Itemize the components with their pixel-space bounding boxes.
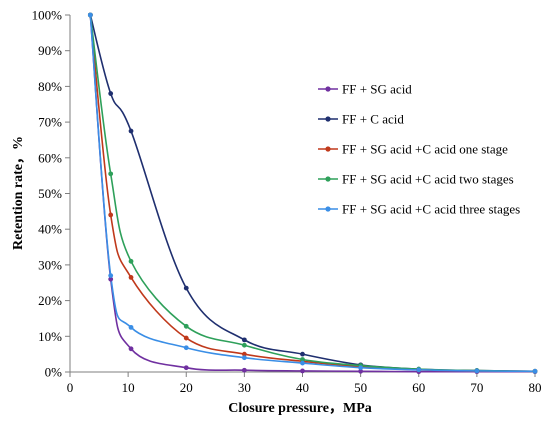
series-line-4 <box>89 14 536 373</box>
legend-swatch-marker <box>325 86 331 92</box>
legend: FF + SG acid FF + C acid FF + SG acid +C a… <box>318 82 520 217</box>
data-point <box>300 351 305 357</box>
x-tick-label: 80 <box>529 380 542 395</box>
y-tick-label: 80% <box>38 79 62 94</box>
y-axis-label: Retention rate，% <box>11 136 26 250</box>
data-point <box>241 342 247 348</box>
y-tick-label: 90% <box>38 43 62 58</box>
x-tick-label: 0 <box>67 380 74 395</box>
data-point <box>300 360 305 366</box>
x-tick-label: 20 <box>180 380 193 395</box>
data-point <box>241 355 247 361</box>
y-tick-label: 60% <box>38 150 62 165</box>
data-point <box>241 367 247 373</box>
series-line-5 <box>89 14 536 373</box>
legend-swatch-marker <box>325 206 331 212</box>
legend-item: FF + SG acid +C acid one stage <box>318 142 508 157</box>
data-point <box>183 345 189 351</box>
y-axis: 0% 10% 20% 30% 40% 50% 60% 70% 80% 90% 100% <box>32 8 71 380</box>
y-tick-label: 100% <box>32 8 63 23</box>
legend-item: FF + SG acid +C acid three stages <box>318 202 520 217</box>
data-point <box>108 212 114 218</box>
legend-label: FF + SG acid +C acid two stages <box>342 172 514 187</box>
legend-label: FF + C acid <box>342 112 404 127</box>
y-tick-label: 70% <box>38 115 62 130</box>
data-point <box>474 368 480 374</box>
data-point <box>183 285 189 291</box>
y-tick-label: 40% <box>38 222 62 237</box>
legend-label: FF + SG acid +C acid three stages <box>342 202 520 217</box>
x-tick-label: 10 <box>122 380 135 395</box>
series-line-3 <box>89 14 536 373</box>
legend-item: FF + C acid <box>318 112 404 127</box>
y-tick-label: 20% <box>38 293 62 308</box>
legend-swatch-marker <box>325 116 331 122</box>
data-point <box>128 324 134 330</box>
data-point <box>108 273 114 279</box>
legend-label: FF + SG acid <box>342 82 412 97</box>
data-point <box>358 368 364 374</box>
series-line-1 <box>89 14 535 373</box>
y-tick-label: 30% <box>38 257 62 272</box>
y-tick-label: 50% <box>38 186 62 201</box>
data-point <box>241 351 247 357</box>
legend-item: FF + SG acid <box>318 82 412 97</box>
data-point <box>416 367 422 373</box>
legend-swatch-marker <box>325 176 331 182</box>
data-point <box>87 12 93 18</box>
data-point <box>183 323 189 329</box>
data-point <box>532 368 538 374</box>
y-tick-label: 0% <box>45 365 63 380</box>
series-lines <box>89 14 536 373</box>
data-point <box>183 365 189 371</box>
legend-item: FF + SG acid +C acid two stages <box>318 172 514 187</box>
data-point <box>128 274 134 280</box>
data-point <box>183 335 189 341</box>
legend-swatch-marker <box>325 146 331 152</box>
x-axis: 0 10 20 30 40 50 60 70 80 <box>67 371 542 395</box>
data-point <box>241 337 247 343</box>
data-point <box>108 171 114 177</box>
data-point <box>108 276 114 282</box>
series-line-2 <box>89 14 536 373</box>
data-point <box>128 128 134 134</box>
data-point <box>358 365 364 371</box>
x-tick-label: 40 <box>296 380 309 395</box>
data-point <box>128 258 134 264</box>
x-tick-label: 70 <box>470 380 483 395</box>
data-point <box>300 368 305 374</box>
series-markers <box>87 12 538 375</box>
data-point <box>108 91 114 96</box>
data-point <box>128 346 134 352</box>
data-point <box>300 357 305 362</box>
legend-label: FF + SG acid +C acid one stage <box>342 142 508 157</box>
x-tick-label: 30 <box>238 380 251 395</box>
x-tick-label: 60 <box>412 380 425 395</box>
x-axis-label: Closure pressure，MPa <box>228 401 372 416</box>
x-tick-label: 50 <box>354 380 367 395</box>
y-tick-label: 10% <box>38 329 62 344</box>
